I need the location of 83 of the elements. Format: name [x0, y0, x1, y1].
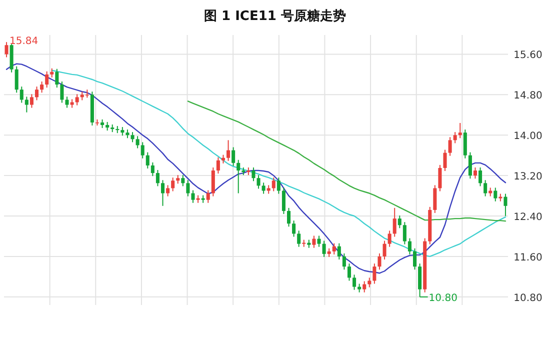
candlestick — [463, 129, 467, 159]
candlestick — [4, 42, 8, 58]
candlestick — [130, 132, 134, 143]
candlestick — [14, 66, 18, 94]
candlestick — [412, 248, 417, 270]
candlestick — [382, 240, 386, 260]
candlestick — [30, 94, 34, 108]
candlestick — [368, 277, 372, 288]
candlestick — [297, 230, 301, 248]
candlestick — [448, 136, 452, 156]
candlestick — [342, 252, 346, 270]
y-tick-label: 13.20 — [514, 172, 542, 183]
candlestick — [312, 235, 316, 248]
candlestick — [65, 96, 69, 108]
candlestick — [458, 122, 462, 139]
candlestick — [443, 149, 447, 172]
candlestick — [55, 68, 59, 88]
candlestick — [347, 263, 352, 282]
candlestick — [216, 156, 220, 174]
y-tick-label: 15.60 — [514, 50, 542, 62]
annotation: 15.84 — [10, 36, 38, 48]
candlestick — [388, 230, 392, 248]
candlestick — [166, 184, 170, 197]
candlestick — [146, 152, 150, 169]
y-tick-label: 12.40 — [514, 212, 542, 224]
candlestick — [286, 207, 291, 228]
candlestick — [20, 86, 24, 104]
candlestick — [40, 81, 44, 94]
candlestick — [473, 166, 478, 180]
candlestick — [317, 235, 321, 248]
candlestick — [398, 215, 402, 229]
candlestick — [24, 96, 28, 113]
candlestick — [60, 81, 64, 104]
candlestick — [171, 177, 175, 192]
y-tick-label: 14.80 — [514, 90, 542, 102]
y-tick-label: 11.60 — [514, 252, 542, 264]
candlestick — [478, 166, 482, 187]
candlestick — [372, 263, 376, 284]
candlestick — [433, 184, 437, 214]
candlestick — [136, 136, 140, 149]
candlestick — [75, 94, 79, 106]
candlestick — [206, 190, 210, 204]
candlestick — [150, 162, 154, 177]
candlestick — [337, 242, 341, 260]
y-tick-label: 14.00 — [514, 131, 542, 142]
candlestick — [191, 190, 195, 204]
candlestick — [232, 146, 236, 166]
candlestick — [45, 70, 49, 88]
candlestick — [392, 207, 396, 238]
candlestick — [252, 166, 256, 182]
candlestick — [352, 274, 356, 290]
candlestick — [362, 280, 366, 293]
candlestick — [378, 252, 382, 270]
candlestick — [282, 187, 286, 214]
candlestick — [332, 242, 336, 255]
candlestick — [226, 140, 230, 162]
candlestick — [408, 238, 412, 255]
candlestick — [484, 180, 488, 197]
chart-title: 图 1 ICE11 号原糖走势 — [204, 8, 346, 24]
candlestick — [504, 193, 508, 217]
candlestick — [156, 170, 160, 187]
candlestick — [453, 132, 457, 144]
candlestick — [494, 187, 498, 202]
candlestick — [140, 142, 144, 159]
line-series — [187, 100, 506, 222]
candlestick — [468, 152, 472, 180]
candlestick — [276, 177, 280, 194]
candlestick — [236, 159, 240, 194]
y-tick-label: 10.80 — [514, 292, 542, 304]
annotation: 10.80 — [428, 292, 458, 304]
candlestick — [272, 177, 276, 192]
candlestick — [262, 182, 266, 194]
candlestick — [402, 222, 406, 245]
candlestick — [186, 180, 190, 197]
candlestick — [256, 174, 260, 190]
candlestick — [292, 220, 296, 238]
candlestick — [181, 174, 185, 187]
candlestick — [322, 240, 326, 258]
candlestick — [50, 68, 54, 78]
candlestick — [160, 180, 165, 206]
candlestick — [211, 166, 215, 197]
candlestick — [34, 86, 39, 101]
candlestick — [438, 164, 442, 192]
